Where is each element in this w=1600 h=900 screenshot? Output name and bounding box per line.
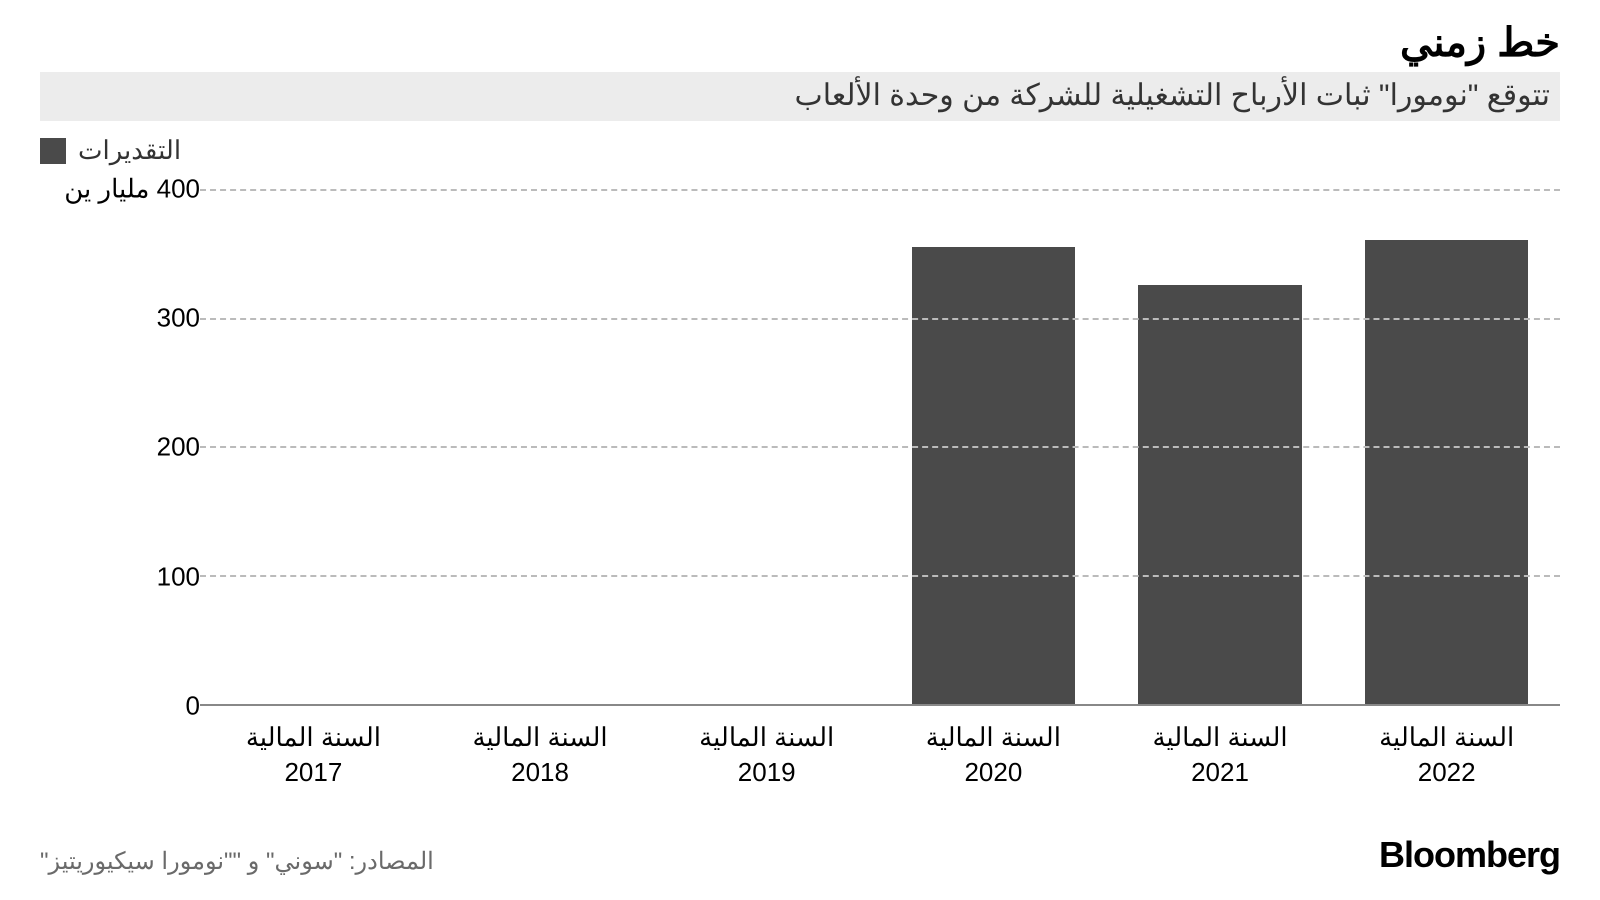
bar (1365, 240, 1528, 704)
chart-subtitle: تتوقع "نومورا" ثبات الأرباح التشغيلية لل… (50, 78, 1550, 113)
legend: التقديرات (40, 135, 1560, 166)
x-tick-label-line2: 2021 (1152, 755, 1287, 790)
chart-container: خط زمني تتوقع "نومورا" ثبات الأرباح التش… (0, 0, 1600, 900)
x-tick-label: السنة المالية2017 (246, 720, 381, 790)
y-tick-label: 300 (157, 303, 200, 334)
x-tick-label-line2: 2020 (926, 755, 1061, 790)
source-text: المصادر: "سوني" و ""نومورا سيكيوريتيز" (40, 847, 434, 876)
bar (1138, 285, 1301, 704)
x-axis: السنة المالية2017السنة المالية2018السنة … (40, 720, 1560, 790)
gridline (200, 318, 1560, 320)
plot-region (200, 176, 1560, 706)
x-axis-labels: السنة المالية2017السنة المالية2018السنة … (200, 720, 1560, 790)
brand-logo: Bloomberg (1379, 834, 1560, 876)
x-tick-label-line1: السنة المالية (699, 720, 834, 755)
x-tick-label-line1: السنة المالية (1379, 720, 1514, 755)
gridline (200, 575, 1560, 577)
x-tick-label-line1: السنة المالية (1152, 720, 1287, 755)
x-tick-label-line1: السنة المالية (246, 720, 381, 755)
x-tick-label: السنة المالية2019 (699, 720, 834, 790)
x-tick-label-line2: 2022 (1379, 755, 1514, 790)
y-tick-label: 200 (157, 432, 200, 463)
y-tick-label: 100 (157, 561, 200, 592)
y-tick-label: 0 (186, 691, 200, 722)
x-tick-label-line2: 2017 (246, 755, 381, 790)
legend-swatch (40, 138, 66, 164)
chart-title: خط زمني (40, 20, 1560, 66)
x-tick-label: السنة المالية2022 (1379, 720, 1514, 790)
x-tick-label: السنة المالية2018 (472, 720, 607, 790)
x-tick-label-line1: السنة المالية (472, 720, 607, 755)
gridline (200, 446, 1560, 448)
x-tick-label-line1: السنة المالية (926, 720, 1061, 755)
y-axis: 0100200300400 مليار ين (40, 176, 200, 706)
x-tick-label-line2: 2018 (472, 755, 607, 790)
footer: Bloomberg المصادر: "سوني" و ""نومورا سيك… (40, 834, 1560, 876)
x-tick-label: السنة المالية2021 (1152, 720, 1287, 790)
bar (912, 247, 1075, 704)
x-tick-label-line2: 2019 (699, 755, 834, 790)
bar (458, 305, 621, 704)
chart-area: 0100200300400 مليار ين (40, 176, 1560, 706)
subtitle-wrap: تتوقع "نومورا" ثبات الأرباح التشغيلية لل… (40, 72, 1560, 121)
bar (232, 479, 395, 704)
gridline (200, 189, 1560, 191)
bars-group (200, 176, 1560, 704)
y-tick-label: 400 مليار ين (64, 173, 200, 204)
x-tick-label: السنة المالية2020 (926, 720, 1061, 790)
legend-label: التقديرات (78, 135, 181, 166)
